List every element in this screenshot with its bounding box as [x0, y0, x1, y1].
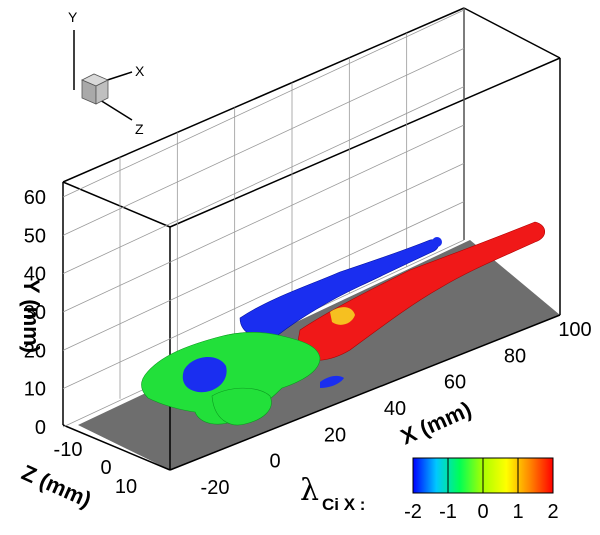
gridline-y	[62, 86, 465, 275]
x-tick-label: 80	[504, 345, 526, 367]
small-fragment-surface	[320, 375, 344, 388]
colorbar-tick-label: -2	[404, 501, 422, 523]
y-tick-label: 30	[24, 302, 46, 324]
triad-x-label: X	[135, 63, 145, 79]
box-edge-front-top	[169, 57, 561, 228]
y-tick-label: 20	[24, 340, 46, 362]
x-tick-label: 0	[269, 451, 280, 473]
z-axis-title: Z (mm)	[18, 460, 95, 513]
z-tick-label: 0	[100, 457, 111, 479]
colorbar-tick-label: -1	[439, 501, 457, 523]
negative-vortex-surface	[239, 239, 439, 338]
legend-symbol: λ	[300, 473, 319, 508]
colorbar-tick-label: 1	[512, 501, 523, 523]
triad-y-label: Y	[68, 9, 78, 25]
y-tick-label: 0	[35, 417, 46, 439]
y-tick-label: 50	[24, 225, 46, 247]
orientation-triad: Y X Z	[68, 9, 145, 137]
gridline-y	[62, 162, 465, 351]
positive-vortex-highlight	[330, 307, 355, 325]
box-edge-bottom-front	[169, 314, 561, 471]
triad-z-label: Z	[135, 121, 144, 137]
x-tick-label: -20	[201, 477, 230, 499]
gridline-y	[62, 9, 465, 198]
box-edge-bottom-left	[62, 424, 171, 471]
positive-vortex-surface	[295, 221, 546, 361]
y-tick-label: 40	[24, 264, 46, 286]
gridline-y	[62, 124, 465, 313]
zero-vortex-surface	[141, 331, 321, 425]
legend-subscript: Ci X :	[322, 495, 365, 514]
x-axis-title: X (mm)	[397, 396, 475, 449]
colorbar-tick-label: 2	[547, 501, 558, 523]
negative-core-surface	[182, 356, 227, 393]
y-axis-title: Y (mm)	[19, 279, 44, 353]
colorbar-ticks: -2 -1 0 1 2	[404, 458, 559, 523]
colorbar-legend: -2 -1 0 1 2 λ Ci X :	[300, 457, 559, 523]
z-tick-label: -10	[54, 439, 83, 461]
x-tick-label: 60	[444, 372, 466, 394]
gridlines	[62, 8, 465, 428]
box-edge-top-left-depth	[62, 181, 171, 228]
x-tick-label: 100	[558, 319, 591, 341]
y-tick-label: 60	[24, 187, 46, 209]
x-tick-label: 20	[324, 424, 346, 446]
isosurfaces	[141, 221, 546, 426]
x-tick-label: 40	[384, 398, 406, 420]
triad-cube-right	[95, 79, 109, 105]
box-edge-top-right-depth	[463, 7, 561, 59]
gridline-y	[62, 47, 465, 236]
gridline-y	[62, 201, 465, 390]
z-tick-label: 10	[115, 476, 137, 498]
y-tick-label: 10	[24, 379, 46, 401]
blob-fragment	[432, 237, 442, 247]
box-edge-back-top	[62, 7, 465, 183]
colorbar-tick-label: 0	[477, 501, 488, 523]
zero-lobe-surface	[211, 387, 272, 426]
